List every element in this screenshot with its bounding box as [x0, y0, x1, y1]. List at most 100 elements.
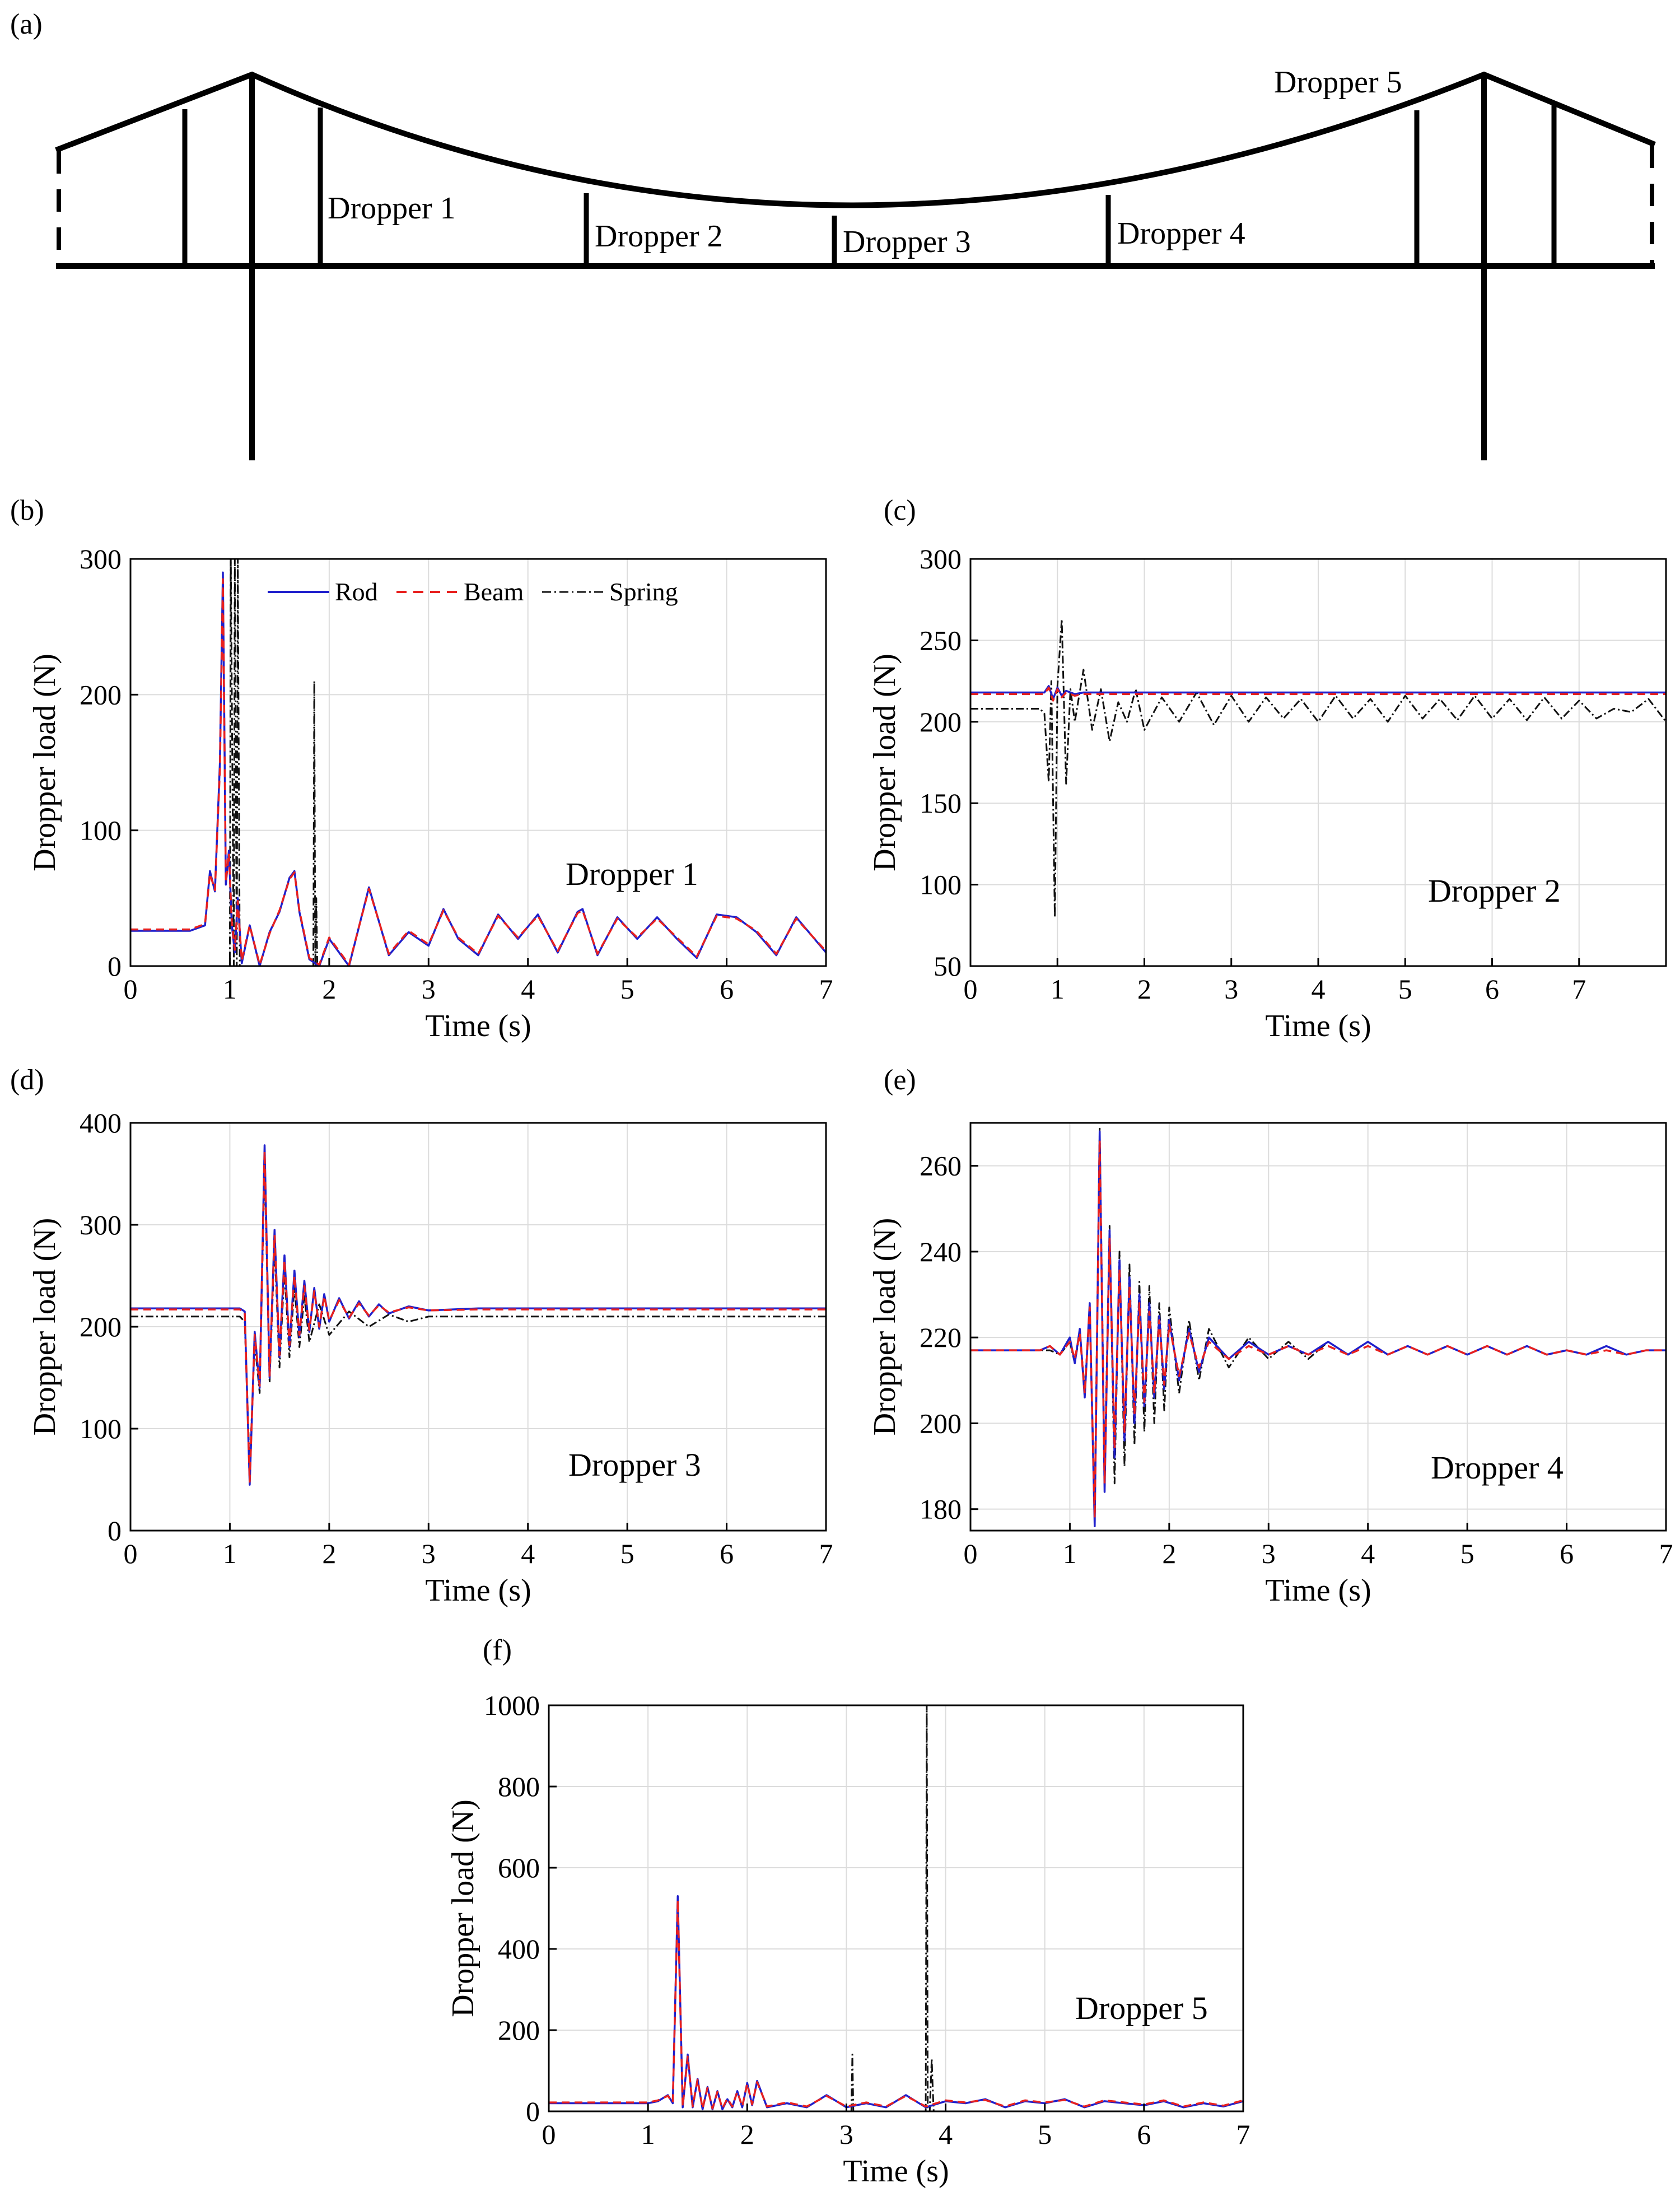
chart5-xtick-label: 0	[542, 2119, 556, 2150]
chart4-ytick-label: 180	[920, 1494, 962, 1525]
chart2-xtick-label: 5	[1398, 973, 1412, 1005]
chart-dropper-3: 0 1 2 3 4 5 6 7 0 100 200 300 400 Time (s) Dropper loa…	[27, 1107, 833, 1608]
chart2-xtick-label: 6	[1485, 973, 1499, 1005]
chart1-xlabel: Time (s)	[425, 1009, 531, 1043]
chart1-axes-frame	[129, 558, 827, 967]
chart5-xtick-label: 6	[1137, 2119, 1151, 2150]
chart2-ytick-label: 100	[920, 869, 962, 901]
chart2-title: Dropper 2	[1428, 873, 1561, 909]
chart1-xtick-label: 7	[819, 973, 833, 1005]
chart3-xtick-label: 7	[819, 1538, 833, 1569]
chart4-xlabel: Time (s)	[1265, 1573, 1371, 1608]
chart1-xtick-label: 0	[124, 973, 138, 1005]
chart1-xtick-label: 5	[620, 973, 634, 1005]
chart1-series-beam	[130, 578, 826, 966]
chart1-series-spring	[130, 559, 826, 966]
chart3-xtick-label: 4	[521, 1538, 535, 1569]
chart3-xtick-label: 3	[422, 1538, 436, 1569]
chart4-ytick-label: 260	[920, 1150, 962, 1182]
chart1-ytick-label: 200	[80, 679, 122, 710]
chart3-xlabel: Time (s)	[425, 1573, 531, 1608]
dropper-label-4: Dropper 4	[1117, 216, 1245, 251]
chart5-ytick-label: 800	[498, 1771, 540, 1802]
panel-label-e: (e)	[884, 1064, 916, 1096]
chart1-xtick-label: 3	[422, 973, 436, 1005]
chart3-xtick-label: 0	[124, 1538, 138, 1569]
chart2-xlabel: Time (s)	[1265, 1009, 1371, 1043]
panel-label-b: (b)	[10, 495, 44, 526]
chart2-series-rod	[970, 685, 1666, 700]
chart3-ylabel: Dropper load (N)	[27, 1218, 62, 1436]
chart4-ytick-label: 240	[920, 1236, 962, 1267]
chart3-ytick-label: 100	[80, 1413, 122, 1444]
legend-label-spring: Spring	[609, 577, 678, 606]
chart1-xtick-label: 1	[223, 973, 237, 1005]
chart1-xtick-label: 4	[521, 973, 535, 1005]
panel-label-d: (d)	[10, 1064, 44, 1096]
chart3-ytick-label: 400	[80, 1107, 122, 1139]
chart1-ytick-label: 300	[80, 543, 122, 575]
chart-dropper-1: 0 1 2 3 4 5 6 7 0 100 200 300 Time (s) Dropper load (…	[27, 543, 833, 1043]
chart-dropper-4: 0 1 2 3 4 5 6 7 180 200 220 240 260 Time (s) Dropper l…	[867, 1122, 1673, 1608]
chart3-title: Dropper 3	[568, 1447, 701, 1483]
chart3-xtick-label: 2	[322, 1538, 336, 1569]
chart5-ytick-label: 0	[526, 2096, 540, 2127]
chart4-title: Dropper 4	[1431, 1449, 1564, 1486]
chart3-xtick-label: 5	[620, 1538, 634, 1569]
chart5-xtick-label: 5	[1038, 2119, 1052, 2150]
chart4-xtick-label: 5	[1460, 1538, 1474, 1569]
dropper-label-5: Dropper 5	[1274, 65, 1402, 100]
chart4-xtick-label: 3	[1262, 1538, 1276, 1569]
chart4-xtick-label: 1	[1063, 1538, 1077, 1569]
chart4-xtick-label: 2	[1162, 1538, 1176, 1569]
messenger-wire	[55, 71, 1656, 208]
chart3-series-spring	[130, 1163, 826, 1471]
chart1-ytick-label: 100	[80, 815, 122, 846]
chart4-ytick-label: 200	[920, 1407, 962, 1439]
chart5-ylabel: Dropper load (N)	[446, 1799, 480, 2017]
chart2-xtick-label: 1	[1051, 973, 1065, 1005]
legend-label-beam: Beam	[464, 577, 524, 606]
chart5-xtick-label: 3	[839, 2119, 853, 2150]
panel-label-a: (a)	[10, 8, 43, 40]
chart3-ytick-label: 0	[108, 1515, 122, 1546]
chart2-ytick-label: 300	[920, 543, 962, 575]
chart5-ytick-label: 600	[498, 1852, 540, 1883]
chart1-title: Dropper 1	[566, 856, 698, 892]
chart5-xtick-label: 1	[641, 2119, 655, 2150]
chart2-xtick-label: 3	[1224, 973, 1238, 1005]
chart2-xtick-label: 4	[1312, 973, 1326, 1005]
chart1-xtick-label: 6	[720, 973, 734, 1005]
chart5-ytick-label: 400	[498, 1933, 540, 1965]
chart2-ytick-label: 150	[920, 787, 962, 819]
droppers	[182, 102, 1557, 266]
dropper-label-1: Dropper 1	[328, 191, 456, 226]
chart2-xtick-label: 0	[964, 973, 978, 1005]
chart1-xtick-label: 2	[322, 973, 336, 1005]
chart4-xtick-label: 0	[964, 1538, 978, 1569]
dropper-label-2: Dropper 2	[595, 219, 723, 254]
chart5-title: Dropper 5	[1075, 1990, 1208, 2026]
chart3-ytick-label: 300	[80, 1209, 122, 1240]
chart5-xtick-label: 7	[1236, 2119, 1250, 2150]
chart4-ylabel: Dropper load (N)	[867, 1218, 902, 1436]
chart4-xtick-label: 6	[1560, 1538, 1574, 1569]
chart3-series-beam	[130, 1150, 826, 1483]
chart2-series-beam	[970, 686, 1666, 702]
panel-label-c: (c)	[884, 495, 916, 526]
chart-dropper-2: 0 1 2 3 4 5 6 7 50 100 150 200 250 300 Time (s) Dropper…	[867, 543, 1667, 1043]
chart5-ytick-label: 200	[498, 2014, 540, 2046]
chart-dropper-5: 0 1 2 3 4 5 6 7 0 200 400 600 800 1000 Time (s) Dropper…	[446, 1690, 1250, 2189]
chart4-ytick-label: 220	[920, 1322, 962, 1353]
chart2-xtick-label: 7	[1572, 973, 1586, 1005]
chart2-ytick-label: 250	[920, 624, 962, 656]
chart4-xtick-label: 4	[1361, 1538, 1375, 1569]
chart3-xtick-label: 1	[223, 1538, 237, 1569]
catenary-diagram: (a) Dropper 1 Dropper 2 Dropper 3 Droppe…	[10, 8, 1656, 460]
chart5-xlabel: Time (s)	[843, 2154, 949, 2189]
chart5-axes-frame	[548, 1704, 1244, 2112]
chart3-xtick-label: 6	[720, 1538, 734, 1569]
chart5-series-beam	[549, 1899, 1243, 2110]
chart4-axes-frame	[969, 1122, 1667, 1532]
